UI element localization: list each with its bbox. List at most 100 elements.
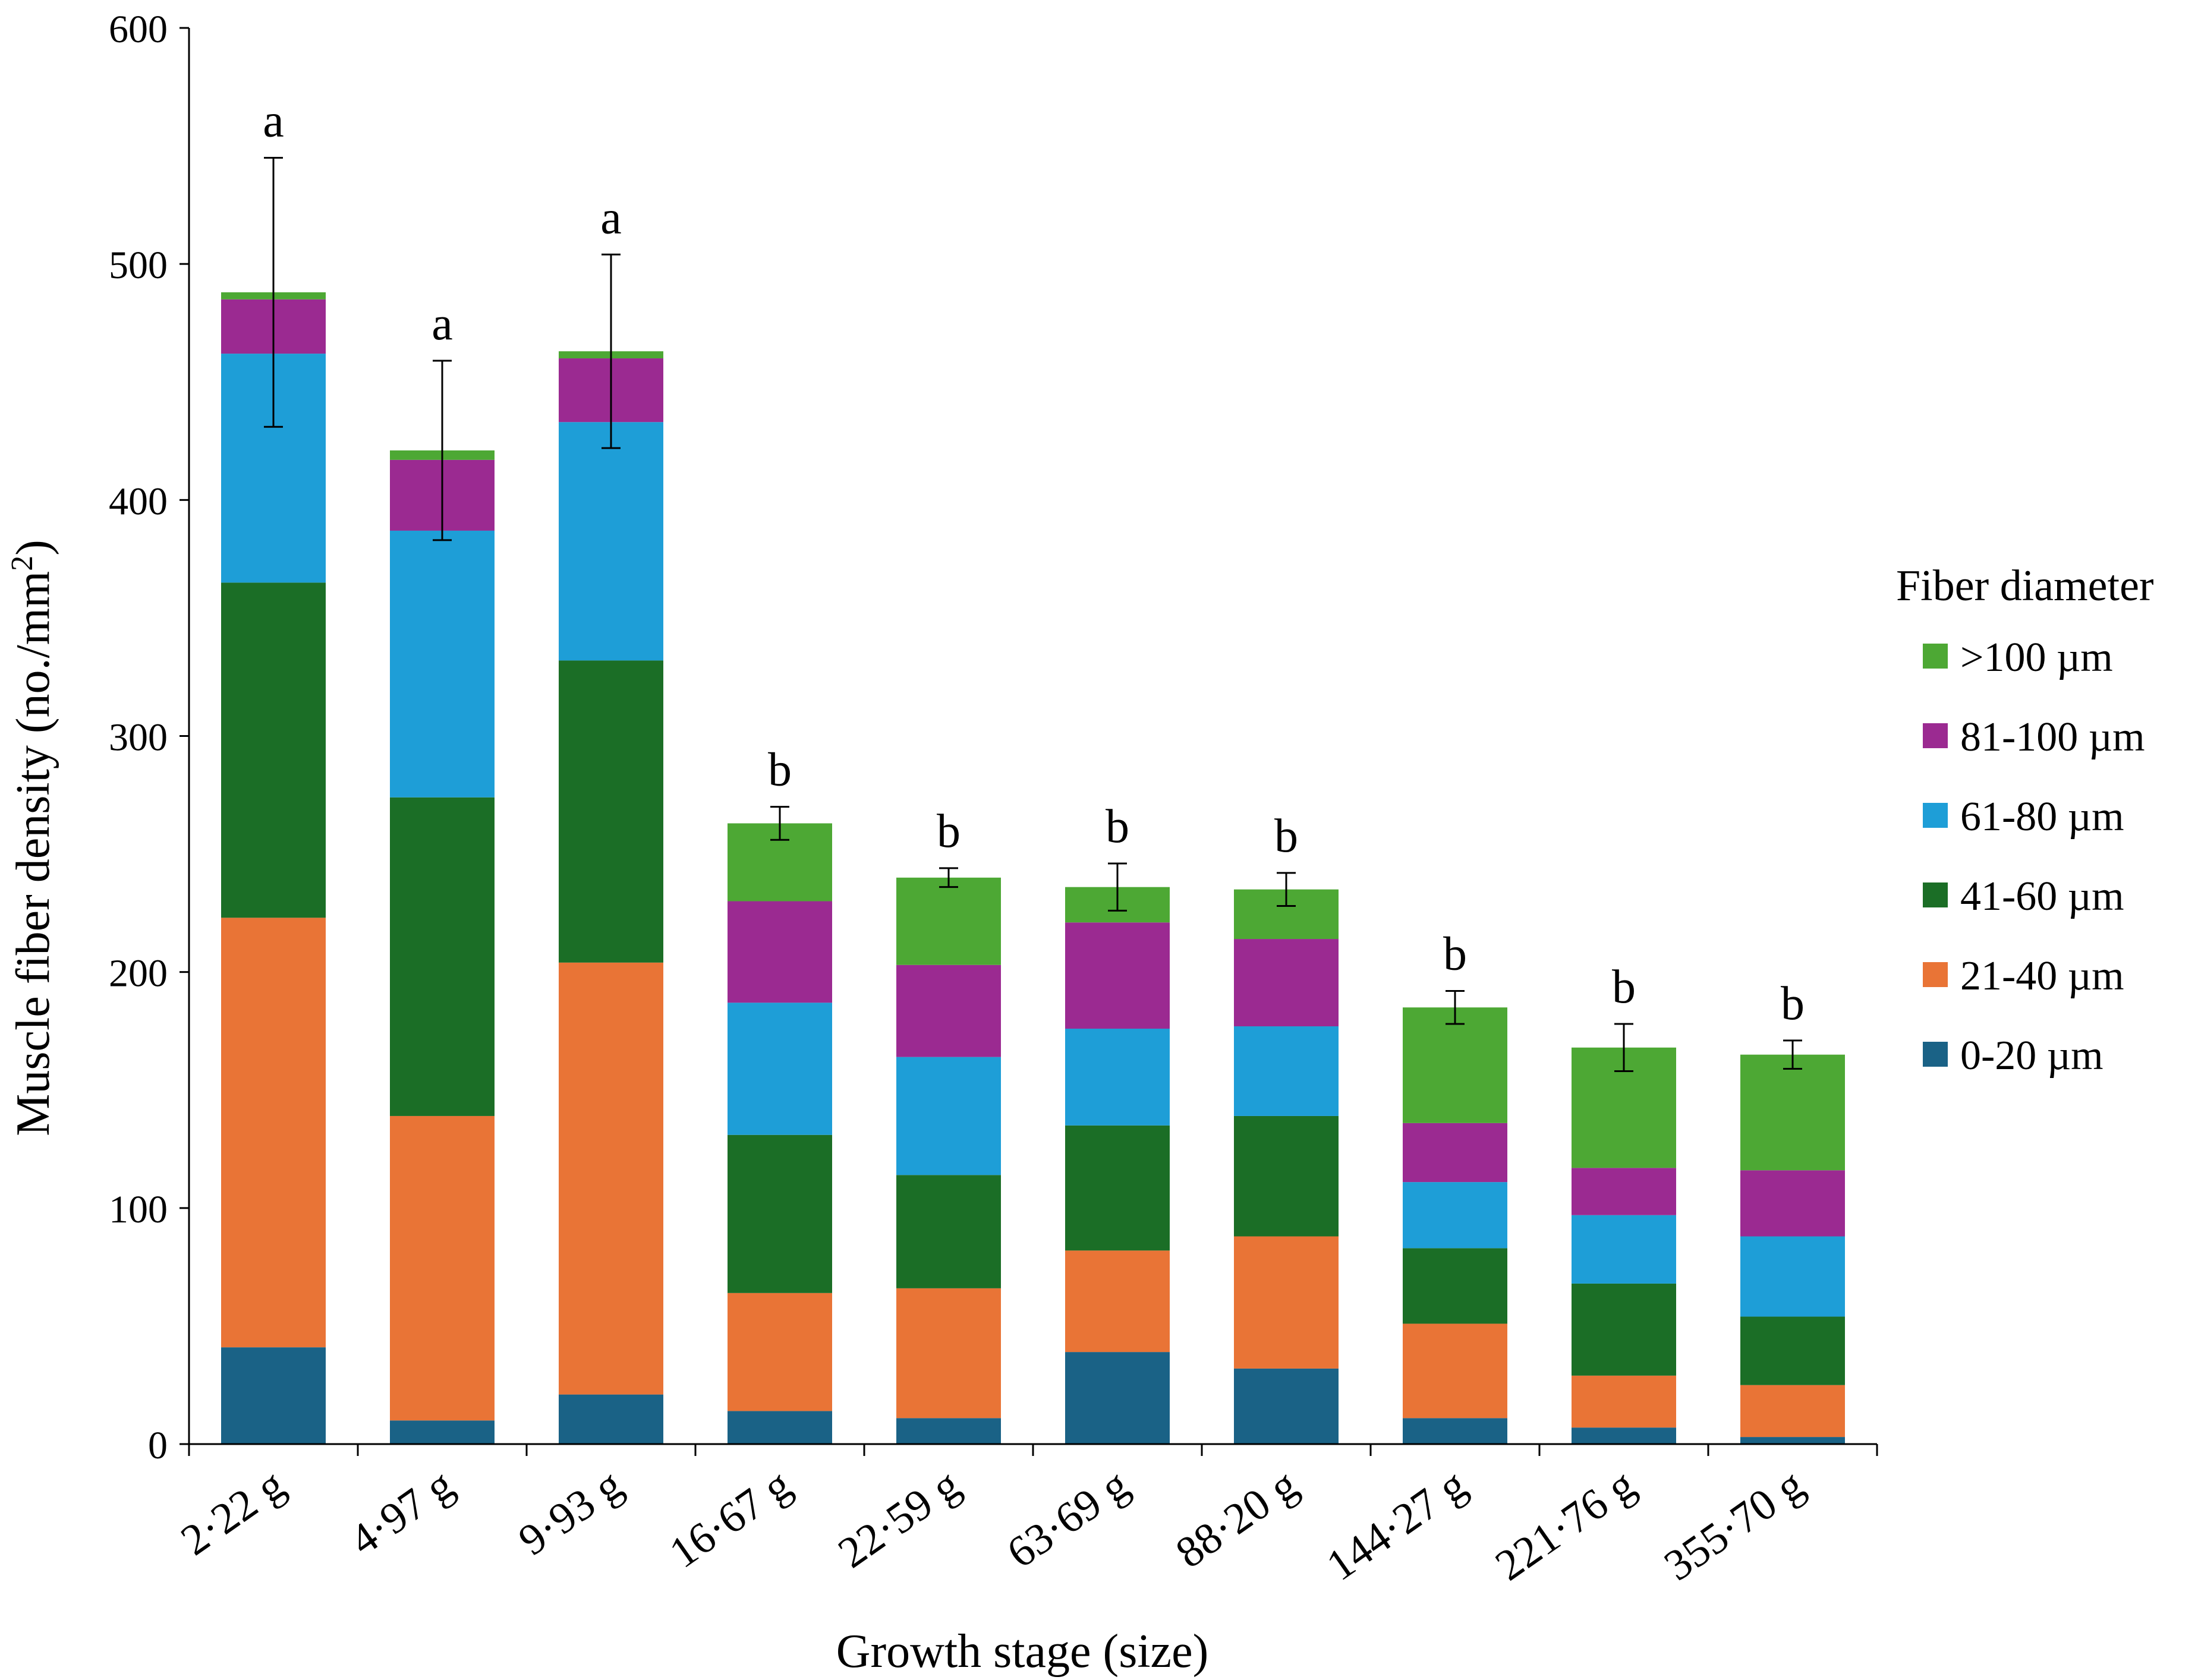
bar-segment bbox=[1403, 1248, 1507, 1324]
bar-segment bbox=[728, 1293, 832, 1411]
legend-label: 61-80 µm bbox=[1960, 794, 2124, 840]
bar-segment bbox=[1740, 1385, 1845, 1438]
x-axis-label: Growth stage (size) bbox=[836, 1625, 1208, 1678]
x-tick-label: 2·22 g bbox=[172, 1460, 294, 1565]
bar-segment bbox=[1572, 1283, 1676, 1376]
y-tick-label: 200 bbox=[109, 952, 168, 995]
significance-label: b bbox=[937, 805, 961, 858]
bar-segment bbox=[728, 1134, 832, 1293]
significance-label: b bbox=[1781, 978, 1805, 1030]
x-tick-label: 22·59 g bbox=[830, 1460, 969, 1578]
y-tick-label: 600 bbox=[109, 8, 168, 51]
bar-segment bbox=[1403, 1123, 1507, 1183]
bar-segment bbox=[896, 1288, 1001, 1419]
x-tick-label: 63·69 g bbox=[999, 1460, 1138, 1578]
legend-label: 41-60 µm bbox=[1960, 874, 2124, 919]
x-tick-label: 221·76 g bbox=[1487, 1460, 1644, 1590]
y-axis-label-end: ) bbox=[7, 540, 59, 556]
bar-segment bbox=[1234, 1115, 1339, 1237]
bar-segment bbox=[1572, 1168, 1676, 1215]
bar-segment bbox=[559, 422, 663, 661]
legend-swatch bbox=[1923, 723, 1948, 748]
legend-label: 0-20 µm bbox=[1960, 1033, 2103, 1079]
bar-segment bbox=[221, 1347, 326, 1444]
bar-segment bbox=[1740, 1054, 1845, 1171]
legend-swatch bbox=[1923, 644, 1948, 669]
significance-label: b bbox=[1443, 928, 1467, 980]
bar-segment bbox=[1234, 939, 1339, 1027]
bar-segment bbox=[390, 1115, 495, 1421]
y-tick-label: 500 bbox=[109, 244, 168, 287]
bar-segment bbox=[728, 1003, 832, 1135]
y-tick-labels: 0 100 200 300 400 500 600 bbox=[109, 8, 168, 1467]
legend-label: >100 µm bbox=[1960, 635, 2113, 680]
bar-segment bbox=[896, 1057, 1001, 1175]
bar-segment bbox=[1065, 1250, 1170, 1353]
y-tick-label: 100 bbox=[109, 1188, 168, 1231]
y-axis-label-main: Muscle fiber density (no./mm bbox=[7, 571, 59, 1136]
significance-label: b bbox=[1274, 810, 1298, 862]
legend-swatch bbox=[1923, 1042, 1948, 1067]
bar-segment bbox=[896, 1418, 1001, 1444]
bar-segment bbox=[1234, 1368, 1339, 1444]
axes-layer bbox=[180, 27, 1878, 1456]
bar-segment bbox=[1572, 1427, 1676, 1444]
bar-segment bbox=[559, 660, 663, 963]
x-tick-label: 88·20 g bbox=[1167, 1460, 1306, 1578]
bar-segment bbox=[1234, 1026, 1339, 1116]
bar-segment bbox=[1065, 1352, 1170, 1444]
bar-segment bbox=[390, 797, 495, 1116]
x-tick-label: 4·97 g bbox=[341, 1460, 462, 1565]
bar-segment bbox=[559, 962, 663, 1395]
legend: Fiber diameter >100 µm 81-100 µm 61-80 µm 4… bbox=[1896, 562, 2154, 1079]
y-axis-label-superscript: 2 bbox=[5, 556, 39, 571]
bar-segment bbox=[390, 530, 495, 798]
y-tick-label: 400 bbox=[109, 480, 168, 523]
x-tick-label: 355·70 g bbox=[1656, 1460, 1813, 1590]
bar-segment bbox=[1740, 1437, 1845, 1444]
bar-segment bbox=[1740, 1236, 1845, 1317]
significance-label: a bbox=[432, 298, 453, 350]
x-tick-label: 9·93 g bbox=[510, 1460, 631, 1565]
bar-segment bbox=[1065, 922, 1170, 1029]
bar-segment bbox=[390, 1420, 495, 1444]
bar-segment bbox=[1065, 1125, 1170, 1251]
bar-segment bbox=[728, 1411, 832, 1444]
bars-layer bbox=[221, 292, 1845, 1444]
bar-segment bbox=[1572, 1375, 1676, 1428]
bar-segment bbox=[1403, 1007, 1507, 1123]
significance-label: b bbox=[1106, 800, 1129, 853]
significance-label: a bbox=[600, 191, 622, 244]
x-tick-label: 144·27 g bbox=[1318, 1460, 1475, 1590]
bar-segment bbox=[1572, 1215, 1676, 1284]
bar-segment bbox=[221, 582, 326, 918]
bar-segment bbox=[1740, 1170, 1845, 1237]
significance-label: a bbox=[263, 94, 284, 147]
legend-title: Fiber diameter bbox=[1896, 562, 2154, 610]
bar-segment bbox=[1234, 1236, 1339, 1369]
significance-label: b bbox=[768, 744, 792, 796]
bar-segment bbox=[728, 901, 832, 1003]
bar-segment bbox=[221, 918, 326, 1348]
bar-segment bbox=[896, 877, 1001, 965]
bar-segment bbox=[1065, 1028, 1170, 1126]
legend-swatch bbox=[1923, 803, 1948, 828]
bar-segment bbox=[1403, 1323, 1507, 1419]
bar-segment bbox=[1740, 1316, 1845, 1385]
y-tick-label: 300 bbox=[109, 716, 168, 759]
annotations-layer: a a a b b b b b b b bbox=[263, 94, 1805, 1029]
bar-segment bbox=[1403, 1418, 1507, 1444]
bar-segment bbox=[896, 1175, 1001, 1288]
legend-label: 81-100 µm bbox=[1960, 714, 2145, 760]
y-tick-label: 0 bbox=[148, 1424, 168, 1467]
legend-swatch bbox=[1923, 962, 1948, 987]
y-axis-label: Muscle fiber density (no./mm2) bbox=[5, 540, 60, 1136]
bar-segment bbox=[896, 964, 1001, 1057]
legend-swatch bbox=[1923, 882, 1948, 907]
bar-segment bbox=[559, 1394, 663, 1444]
bar-segment bbox=[1403, 1182, 1507, 1249]
significance-label: b bbox=[1612, 961, 1636, 1013]
legend-label: 21-40 µm bbox=[1960, 953, 2124, 999]
